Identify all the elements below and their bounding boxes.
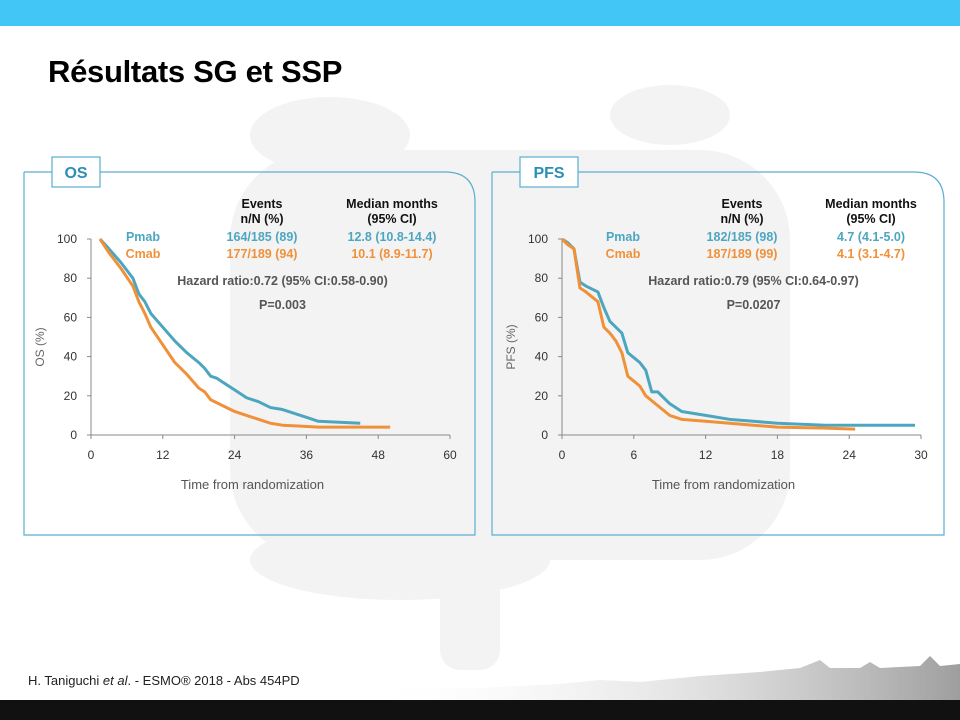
os-x-tick-label: 24 (228, 448, 242, 462)
os-panel-label: OS (64, 165, 87, 182)
os-median-cmab: 10.1 (8.9-11.7) (351, 247, 432, 261)
pfs-panel-border (491, 171, 945, 536)
pfs-y-axis-label: PFS (%) (504, 324, 518, 369)
pfs-x-tick-label: 6 (630, 448, 637, 462)
os-y-tick-label: 100 (57, 232, 77, 246)
os-y-tick-label: 60 (64, 310, 78, 324)
pfs-median-subheader: (95% CI) (846, 212, 895, 226)
citation-etal: et al (102, 673, 128, 688)
os-y-axis-label: OS (%) (33, 327, 47, 366)
os-arm-cmab: Cmab (126, 247, 161, 261)
citation: H. Taniguchi et al. - ESMO® 2018 - Abs 4… (28, 673, 300, 688)
bottom-dark-strip (0, 700, 960, 720)
os-y-tick-label: 80 (64, 271, 78, 285)
os-panel-label-box (51, 156, 101, 188)
pfs-events-header: Events (722, 197, 763, 211)
os-panel-border (23, 171, 476, 536)
pfs-median-header: Median months (825, 197, 917, 211)
pfs-x-tick-label: 18 (771, 448, 785, 462)
pfs-events-pmab: 182/185 (98) (707, 230, 778, 244)
pfs-median-cmab: 4.1 (3.1-4.7) (837, 247, 905, 261)
pfs-x-tick-label: 0 (559, 448, 566, 462)
pfs-x-axis-label: Time from randomization (652, 477, 795, 492)
os-hazard-ratio: Hazard ratio:0.72 (95% CI:0.58-0.90) (177, 274, 388, 288)
os-x-tick-label: 36 (300, 448, 314, 462)
os-events-subheader: n/N (%) (240, 212, 283, 226)
os-y-tick-label: 0 (70, 428, 77, 442)
slide-title: Résultats SG et SSP (48, 54, 343, 89)
pfs-y-tick-label: 0 (541, 428, 548, 442)
pfs-x-tick-label: 24 (843, 448, 857, 462)
os-x-tick-label: 48 (372, 448, 386, 462)
pfs-median-pmab: 4.7 (4.1-5.0) (837, 230, 905, 244)
os-median-header: Median months (346, 197, 438, 211)
os-x-tick-label: 0 (88, 448, 95, 462)
os-arm-pmab: Pmab (126, 230, 160, 244)
os-median-pmab: 12.8 (10.8-14.4) (348, 230, 437, 244)
os-series-cmab (98, 238, 391, 429)
pfs-x-tick-label: 30 (914, 448, 928, 462)
pfs-p-value: P=0.0207 (727, 298, 781, 312)
pfs-y-tick-label: 100 (528, 232, 548, 246)
pfs-arm-pmab: Pmab (606, 230, 640, 244)
os-x-axis-label: Time from randomization (181, 477, 324, 492)
pfs-series-pmab (561, 237, 916, 427)
os-p-value: P=0.003 (259, 298, 306, 312)
os-y-tick-label: 40 (64, 350, 78, 364)
os-x-tick-label: 60 (443, 448, 457, 462)
os-x-tick-label: 12 (156, 448, 170, 462)
pfs-series-cmab (560, 237, 856, 431)
top-accent-bar (0, 0, 960, 26)
os-y-tick-label: 20 (64, 389, 78, 403)
pfs-y-tick-label: 40 (535, 350, 549, 364)
os-median-subheader: (95% CI) (367, 212, 416, 226)
pfs-hazard-ratio: Hazard ratio:0.79 (95% CI:0.64-0.97) (648, 274, 859, 288)
pfs-panel-label: PFS (533, 165, 564, 182)
pfs-panel-label-box (519, 156, 579, 188)
citation-author: H. Taniguchi (28, 673, 103, 688)
pfs-y-tick-label: 80 (535, 271, 549, 285)
citation-rest: . - ESMO® 2018 - Abs 454PD (127, 673, 300, 688)
os-events-cmab: 177/189 (94) (227, 247, 298, 261)
pfs-y-tick-label: 20 (535, 389, 549, 403)
pfs-events-cmab: 187/189 (99) (707, 247, 778, 261)
os-series-pmab (98, 237, 361, 425)
os-events-header: Events (242, 197, 283, 211)
pfs-arm-cmab: Cmab (606, 247, 641, 261)
pfs-events-subheader: n/N (%) (720, 212, 763, 226)
pfs-x-tick-label: 12 (699, 448, 713, 462)
pfs-y-tick-label: 60 (535, 310, 549, 324)
os-events-pmab: 164/185 (89) (227, 230, 298, 244)
